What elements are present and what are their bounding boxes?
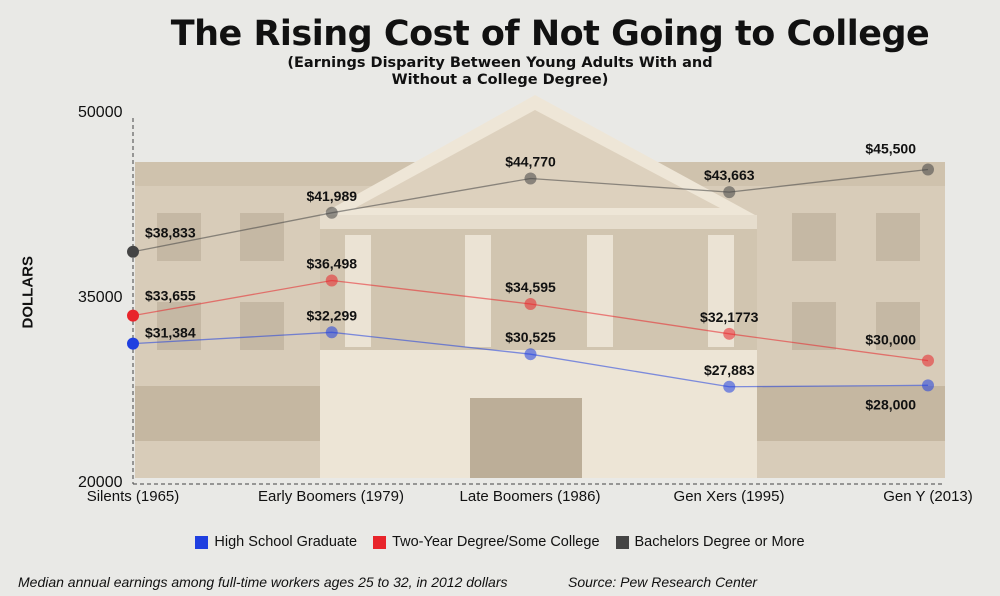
x-tick-label: Early Boomers (1979): [258, 488, 404, 505]
y-tick-label: 35000: [78, 289, 123, 306]
legend-label: Bachelors Degree or More: [634, 534, 805, 550]
data-label: $28,000: [865, 396, 916, 412]
legend: High School Graduate Two-Year Degree/Som…: [0, 534, 1000, 550]
column: [587, 235, 613, 347]
source-note: Source: Pew Research Center: [568, 574, 758, 590]
data-label: $32,1773: [700, 309, 759, 325]
data-point: [524, 348, 537, 361]
column: [465, 235, 491, 347]
doorway: [470, 398, 582, 478]
window: [876, 213, 920, 261]
data-point: [325, 326, 338, 339]
data-point: [922, 163, 934, 176]
data-point: [922, 379, 934, 392]
legend-label: Two-Year Degree/Some College: [392, 534, 600, 550]
building-illustration: [135, 95, 945, 478]
legend-swatch: [195, 535, 209, 549]
window: [240, 213, 284, 261]
data-point: [524, 172, 537, 185]
data-label: $31,384: [145, 325, 196, 341]
chart-title: The Rising Cost of Not Going to College: [170, 14, 930, 54]
window: [240, 302, 284, 350]
y-axis-label: DOLLARS: [19, 256, 37, 329]
data-point: [127, 245, 139, 258]
footnote: Median annual earnings among full-time w…: [18, 574, 508, 590]
window: [792, 213, 836, 261]
column: [345, 235, 371, 347]
x-tick-label: Silents (1965): [86, 488, 180, 505]
y-tick-label: 20000: [78, 474, 123, 491]
x-tick-label: Gen Y (2013): [883, 488, 973, 505]
data-label: $34,595: [505, 279, 556, 295]
window: [157, 213, 201, 261]
data-point: [524, 297, 537, 310]
data-label: $32,299: [306, 307, 357, 323]
data-point: [127, 309, 139, 322]
data-point: [127, 337, 139, 350]
data-label: $36,498: [306, 256, 357, 272]
legend-swatch: [373, 535, 387, 549]
data-point: [723, 380, 736, 393]
data-label: $30,525: [505, 329, 556, 345]
portico: [320, 215, 757, 353]
portico-beam: [320, 215, 757, 229]
data-label: $43,663: [704, 167, 755, 183]
data-label: $41,989: [306, 188, 357, 204]
legend-swatch: [615, 535, 629, 549]
data-point: [325, 274, 338, 287]
data-point: [723, 327, 736, 340]
subtitle-line-2: Without a College Degree): [391, 72, 609, 88]
window: [876, 302, 920, 350]
legend-label: High School Graduate: [214, 534, 358, 550]
x-tick-label: Late Boomers (1986): [459, 488, 601, 505]
legend-item-bachelors: Bachelors Degree or More: [615, 534, 805, 550]
x-tick-label: Gen Xers (1995): [673, 488, 785, 505]
data-label: $44,770: [505, 154, 556, 170]
data-label: $27,883: [704, 362, 755, 378]
pediment-inner: [355, 110, 720, 208]
subtitle-line-1: (Earnings Disparity Between Young Adults…: [287, 55, 713, 71]
chart-subtitle: (Earnings Disparity Between Young Adults…: [270, 55, 730, 89]
window: [792, 302, 836, 350]
data-label: $45,500: [865, 141, 916, 157]
data-label: $38,833: [145, 225, 196, 241]
legend-item-high-school: High School Graduate: [195, 534, 357, 550]
series-layer: $31,384 $32,299 $30,525 $27,883 $28,000 $33,6…: [127, 141, 934, 412]
data-point: [325, 206, 338, 219]
legend-item-two-year: Two-Year Degree/Some College: [373, 534, 600, 550]
y-tick-label: 50000: [78, 104, 123, 121]
data-point: [723, 186, 736, 199]
data-point: [922, 354, 934, 367]
data-label: $30,000: [865, 332, 916, 348]
data-label: $33,655: [145, 288, 196, 304]
